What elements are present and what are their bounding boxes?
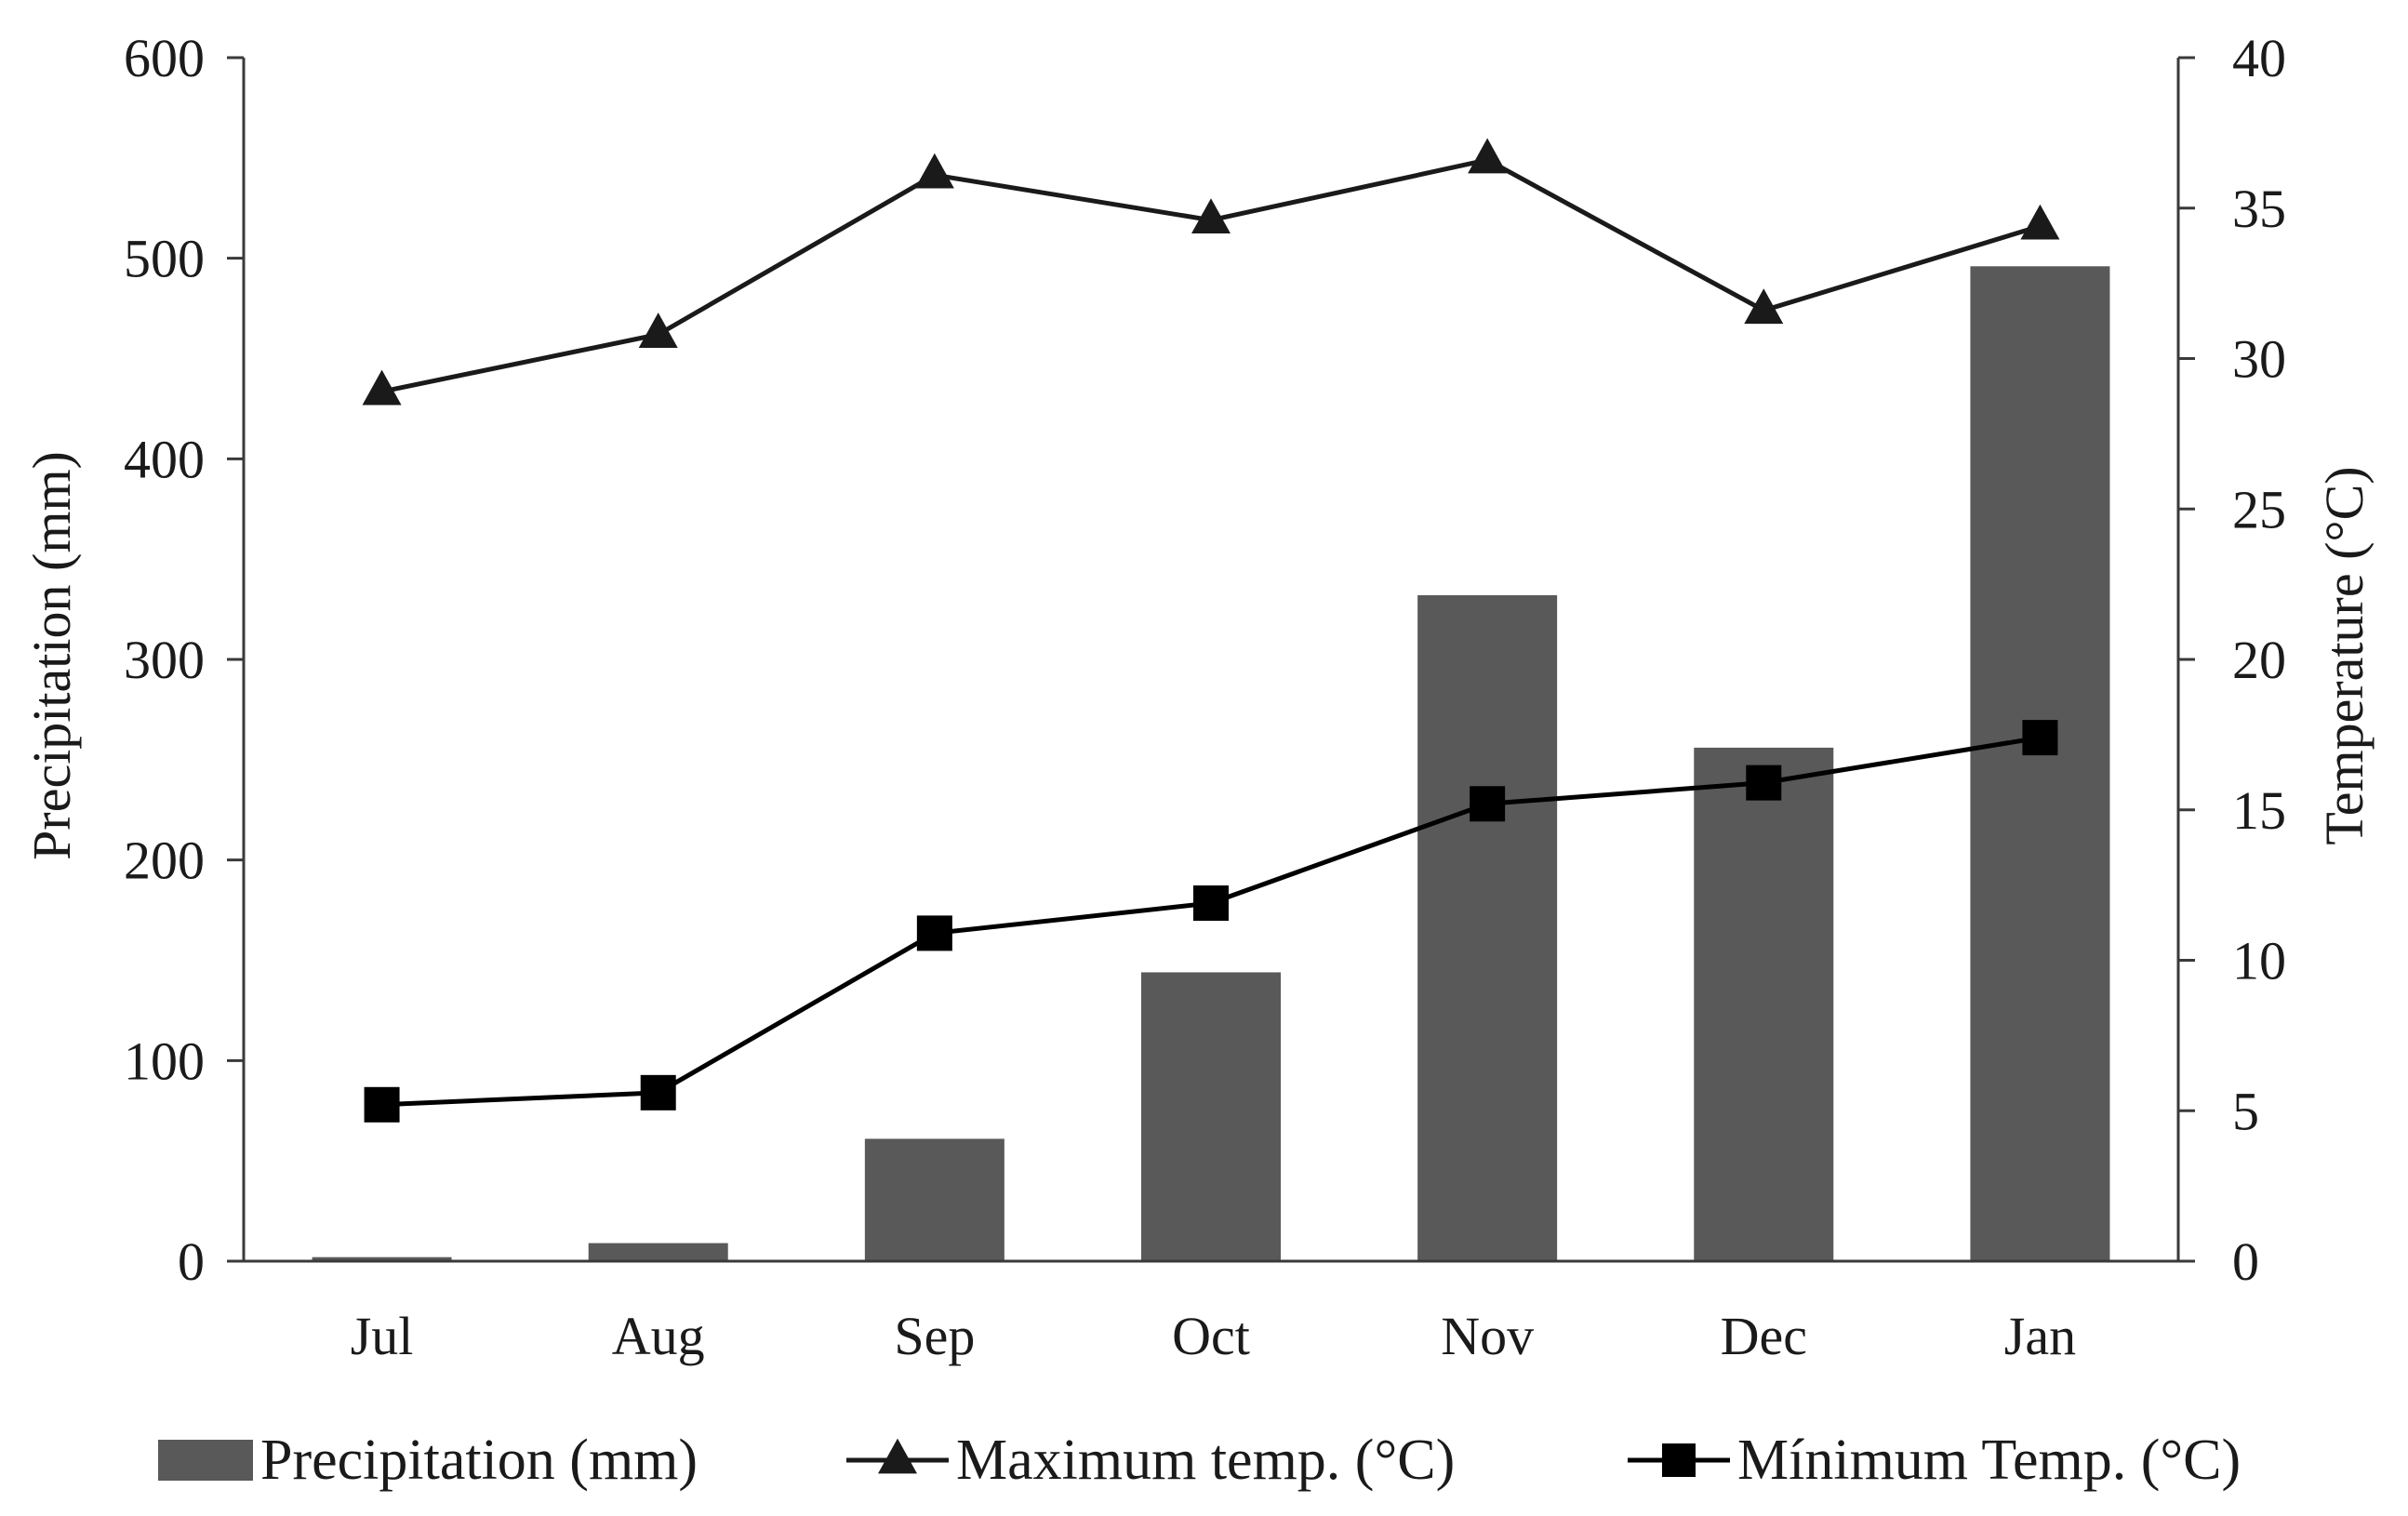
min-temp-point-oct	[1193, 885, 1229, 922]
right-tick-label: 25	[2232, 479, 2286, 539]
max-temp-point-nov	[1468, 138, 1508, 174]
left-tick-label: 400	[124, 429, 205, 489]
max-temp-point-sep	[914, 153, 954, 189]
precipitation-bar-jan	[1970, 266, 2110, 1261]
legend-max-temp-marker	[878, 1438, 917, 1474]
max-temp-point-aug	[638, 313, 678, 348]
temperature-lines	[362, 138, 2060, 1123]
min-temp-point-nov	[1470, 786, 1506, 822]
axes: 0 100 200 300 400 500 600 0 5 10 15 20 25 30 35 40 Jul Au…	[124, 28, 2286, 1366]
right-tick-label: 5	[2232, 1081, 2259, 1141]
right-tick-label: 15	[2232, 780, 2286, 841]
legend-precipitation-swatch	[158, 1440, 253, 1481]
min-temp-point-sep	[916, 915, 952, 951]
min-temp-point-aug	[640, 1074, 676, 1110]
left-tick-label: 100	[124, 1031, 205, 1091]
right-tick-label: 35	[2232, 179, 2286, 239]
precipitation-bar-aug	[588, 1243, 728, 1261]
x-category-label: Dec	[1721, 1306, 1807, 1366]
left-tick-label: 300	[124, 630, 205, 690]
legend-min-temp-marker	[1662, 1443, 1696, 1477]
x-category-label: Jul	[351, 1306, 414, 1366]
x-category-label: Nov	[1441, 1306, 1534, 1366]
legend-precipitation-label: Precipitation (mm)	[260, 1429, 698, 1492]
left-tick-label: 200	[124, 831, 205, 891]
min-temp-point-jan	[2022, 720, 2058, 756]
left-tick-label: 500	[124, 229, 205, 289]
right-axis-title: Temperature (°C)	[2314, 466, 2375, 844]
legend-max-temp-label: Maximum temp. (°C)	[956, 1429, 1455, 1492]
left-tick-label: 600	[124, 28, 205, 88]
right-tick-label: 40	[2232, 28, 2286, 88]
right-tick-label: 10	[2232, 931, 2286, 991]
left-tick-label: 0	[178, 1231, 205, 1292]
x-category-label: Sep	[894, 1306, 975, 1366]
max-temp-point-oct	[1191, 198, 1231, 234]
x-category-label: Oct	[1172, 1306, 1250, 1366]
max-temp-line	[381, 157, 2042, 394]
max-temp-point-dec	[1744, 288, 1784, 325]
right-tick-label: 20	[2232, 630, 2286, 690]
max-temp-point-jan	[2020, 204, 2060, 240]
right-tick-label: 30	[2232, 329, 2286, 390]
left-axis-title: Precipitation (mm)	[21, 451, 82, 860]
legend: Precipitation (mm) Maximum temp. (°C) Míni…	[158, 1429, 2241, 1492]
min-temp-point-dec	[1746, 765, 1782, 801]
precipitation-bar-nov	[1417, 594, 1558, 1261]
precipitation-bars	[312, 266, 2110, 1261]
legend-min-temp-label: Mínimum Temp. (°C)	[1737, 1429, 2241, 1492]
precipitation-bar-oct	[1141, 972, 1281, 1261]
max-temp-point-jul	[362, 369, 402, 406]
x-category-label: Jan	[2004, 1306, 2076, 1366]
precipitation-bar-dec	[1694, 747, 1834, 1261]
right-tick-label: 0	[2232, 1231, 2259, 1292]
precipitation-bar-sep	[864, 1138, 1004, 1261]
x-category-label: Aug	[612, 1306, 705, 1366]
min-temp-point-jul	[364, 1086, 400, 1123]
precipitation-bar-jul	[312, 1257, 452, 1261]
